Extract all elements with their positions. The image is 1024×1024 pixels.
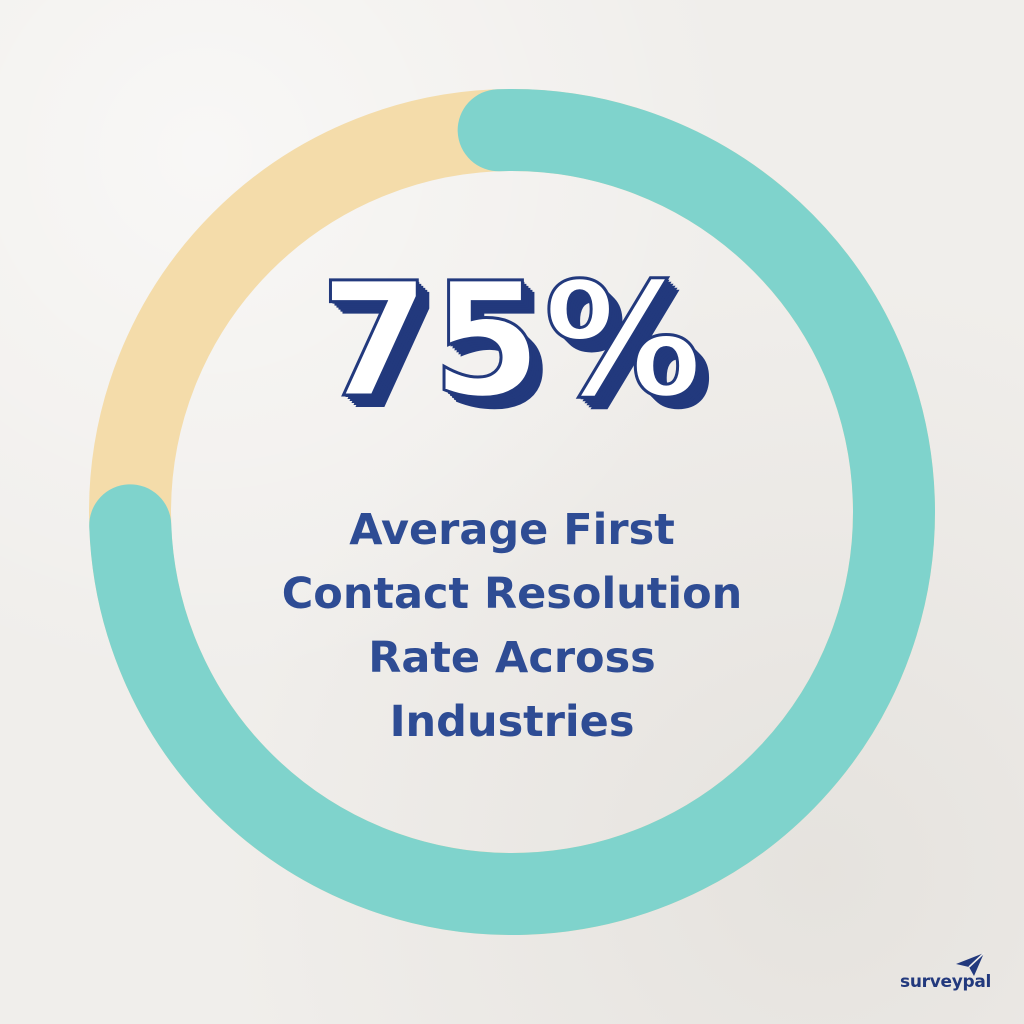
caption-line: Average First — [349, 505, 675, 555]
donut-segment-value — [89, 89, 935, 935]
caption-line: Contact Resolution — [281, 569, 743, 619]
brand-logo: surveypal — [900, 952, 1000, 1002]
headline-caption: Average First Contact Resolution Rate Ac… — [212, 498, 812, 754]
caption-line: Rate Across — [368, 633, 656, 683]
brand-name: surveypal — [900, 972, 992, 992]
caption-line: Industries — [389, 697, 635, 747]
paper-plane-icon — [956, 952, 985, 976]
headline-value: 75% — [318, 249, 705, 433]
